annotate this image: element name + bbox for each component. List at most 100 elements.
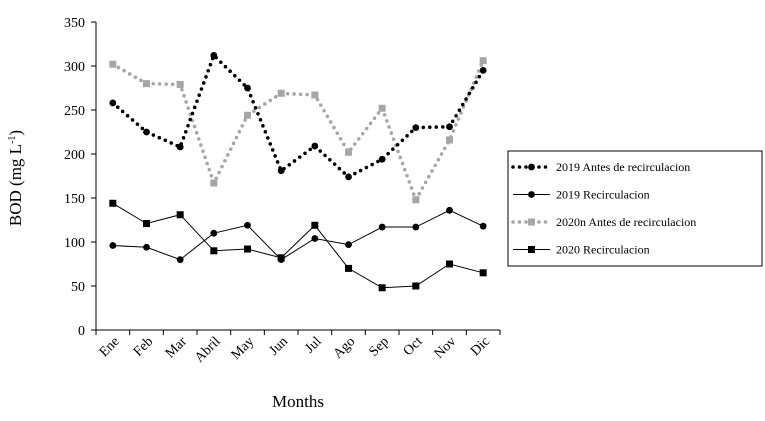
data-point xyxy=(345,264,352,272)
axes xyxy=(95,22,500,331)
y-tick-label: 100 xyxy=(64,236,85,251)
data-point xyxy=(479,57,487,65)
data-point xyxy=(412,282,420,290)
y-tick-label: 150 xyxy=(64,192,85,207)
data-point xyxy=(143,220,150,228)
data-point xyxy=(378,104,386,112)
x-tick-label: Jun xyxy=(267,334,291,358)
x-tick-label: Sep xyxy=(367,334,392,359)
data-point xyxy=(479,67,487,74)
x-tick-label: Feb xyxy=(131,334,156,359)
y-tick-label: 300 xyxy=(64,60,85,75)
legend-marker xyxy=(528,163,535,171)
data-point xyxy=(311,221,319,229)
series-layer xyxy=(109,52,487,292)
data-point xyxy=(311,91,319,99)
y-tick-label: 0 xyxy=(78,324,85,339)
series-line xyxy=(112,202,484,289)
data-point xyxy=(479,269,487,277)
legend-item: 2019 Antes de recirculacion xyxy=(511,160,690,174)
x-tick-label: Oct xyxy=(401,334,426,359)
data-point xyxy=(311,142,319,150)
data-point xyxy=(244,111,251,119)
data-point xyxy=(311,235,319,242)
series-line xyxy=(112,209,484,261)
series-1 xyxy=(109,52,487,181)
data-point xyxy=(378,284,386,292)
data-point xyxy=(244,245,251,253)
data-point xyxy=(345,148,352,156)
legend-item: 2020 Recirculacion xyxy=(513,243,650,257)
legend-label: 2019 Recirculacion xyxy=(556,188,650,202)
x-tick-label: Ene xyxy=(97,334,123,360)
y-tick-label: 350 xyxy=(64,16,85,31)
y-tick-label: 200 xyxy=(64,148,85,163)
data-point xyxy=(345,173,352,181)
x-tick-label: Jul xyxy=(302,334,324,356)
data-point xyxy=(109,242,117,249)
y-axis-title-superscript: -1 xyxy=(7,136,18,144)
legend-marker xyxy=(528,191,535,198)
data-point xyxy=(210,52,218,59)
data-point xyxy=(109,99,117,107)
legend-marker xyxy=(528,218,535,226)
data-point xyxy=(176,80,184,88)
x-tick-label: Abril xyxy=(192,334,224,366)
series-3 xyxy=(109,57,487,205)
x-tick-label: Nov xyxy=(432,334,460,362)
legend-label: 2020n Antes de recirculacion xyxy=(556,215,696,229)
data-point xyxy=(479,222,487,230)
series-line xyxy=(111,58,485,205)
x-tick-label: May xyxy=(229,334,258,363)
x-tick-label: Mar xyxy=(163,334,190,361)
y-axis-title-close: ) xyxy=(6,130,25,136)
y-axis-title-main: BOD (mg L xyxy=(6,144,25,226)
legend-box xyxy=(507,150,763,267)
legend: 2019 Antes de recirculacion 2019 Recircul… xyxy=(507,150,763,267)
legend-label: 2020 Recirculacion xyxy=(556,243,650,257)
data-point xyxy=(446,123,453,131)
y-axis-title: BOD (mg L-1) xyxy=(6,130,25,226)
y-tick-label: 50 xyxy=(71,280,85,295)
data-point xyxy=(109,60,117,68)
x-axis-title: Months xyxy=(272,392,324,411)
legend-item: 2020n Antes de recirculacion xyxy=(511,215,696,229)
data-point xyxy=(412,196,420,204)
y-tick-label: 250 xyxy=(64,104,85,119)
data-point xyxy=(210,179,218,187)
x-ticks: Ene Feb Mar Abril May Jun Jul Ago Sep Oct Nov Dic xyxy=(95,330,501,366)
x-tick-label: Dic xyxy=(468,334,493,359)
series-line xyxy=(111,52,485,180)
data-point xyxy=(378,155,386,163)
data-point xyxy=(277,254,285,262)
data-point xyxy=(109,199,117,207)
data-point xyxy=(277,167,285,175)
data-point xyxy=(143,128,150,136)
legend-marker xyxy=(528,246,535,253)
data-point xyxy=(244,221,251,229)
data-point xyxy=(378,223,386,231)
data-point xyxy=(345,241,352,249)
data-point xyxy=(446,260,453,268)
legend-item: 2019 Recirculacion xyxy=(513,188,650,202)
data-point xyxy=(277,89,285,97)
data-point xyxy=(143,80,150,88)
data-point xyxy=(176,143,184,151)
legend-label: 2019 Antes de recirculacion xyxy=(556,160,690,174)
data-point xyxy=(412,124,420,131)
data-point xyxy=(143,243,150,251)
series-4 xyxy=(109,199,487,292)
data-point xyxy=(210,229,218,237)
data-point xyxy=(446,206,453,214)
data-point xyxy=(244,84,251,92)
data-point xyxy=(176,211,184,219)
data-point xyxy=(176,256,184,263)
data-point xyxy=(210,247,218,255)
data-point xyxy=(446,136,453,144)
series-2 xyxy=(109,206,487,263)
y-ticks: 0 50 100 150 200 250 300 350 xyxy=(64,16,96,339)
x-tick-label: Ago xyxy=(331,334,359,362)
data-point xyxy=(412,223,420,231)
